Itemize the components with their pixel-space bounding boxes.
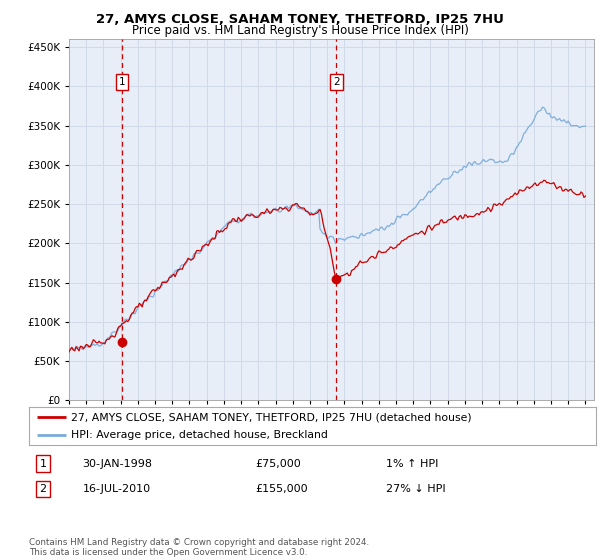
Text: 1: 1 <box>40 459 46 469</box>
Text: 16-JUL-2010: 16-JUL-2010 <box>83 484 151 494</box>
Text: 1: 1 <box>119 77 125 87</box>
Text: 2: 2 <box>333 77 340 87</box>
Text: Contains HM Land Registry data © Crown copyright and database right 2024.
This d: Contains HM Land Registry data © Crown c… <box>29 538 369 557</box>
Text: 30-JAN-1998: 30-JAN-1998 <box>83 459 152 469</box>
Text: 27, AMYS CLOSE, SAHAM TONEY, THETFORD, IP25 7HU (detached house): 27, AMYS CLOSE, SAHAM TONEY, THETFORD, I… <box>71 412 472 422</box>
Text: Price paid vs. HM Land Registry's House Price Index (HPI): Price paid vs. HM Land Registry's House … <box>131 24 469 36</box>
Text: HPI: Average price, detached house, Breckland: HPI: Average price, detached house, Brec… <box>71 430 328 440</box>
Text: 27, AMYS CLOSE, SAHAM TONEY, THETFORD, IP25 7HU: 27, AMYS CLOSE, SAHAM TONEY, THETFORD, I… <box>96 13 504 26</box>
Text: £75,000: £75,000 <box>256 459 301 469</box>
Text: 27% ↓ HPI: 27% ↓ HPI <box>386 484 446 494</box>
Text: £155,000: £155,000 <box>256 484 308 494</box>
Text: 2: 2 <box>40 484 47 494</box>
Text: 1% ↑ HPI: 1% ↑ HPI <box>386 459 439 469</box>
